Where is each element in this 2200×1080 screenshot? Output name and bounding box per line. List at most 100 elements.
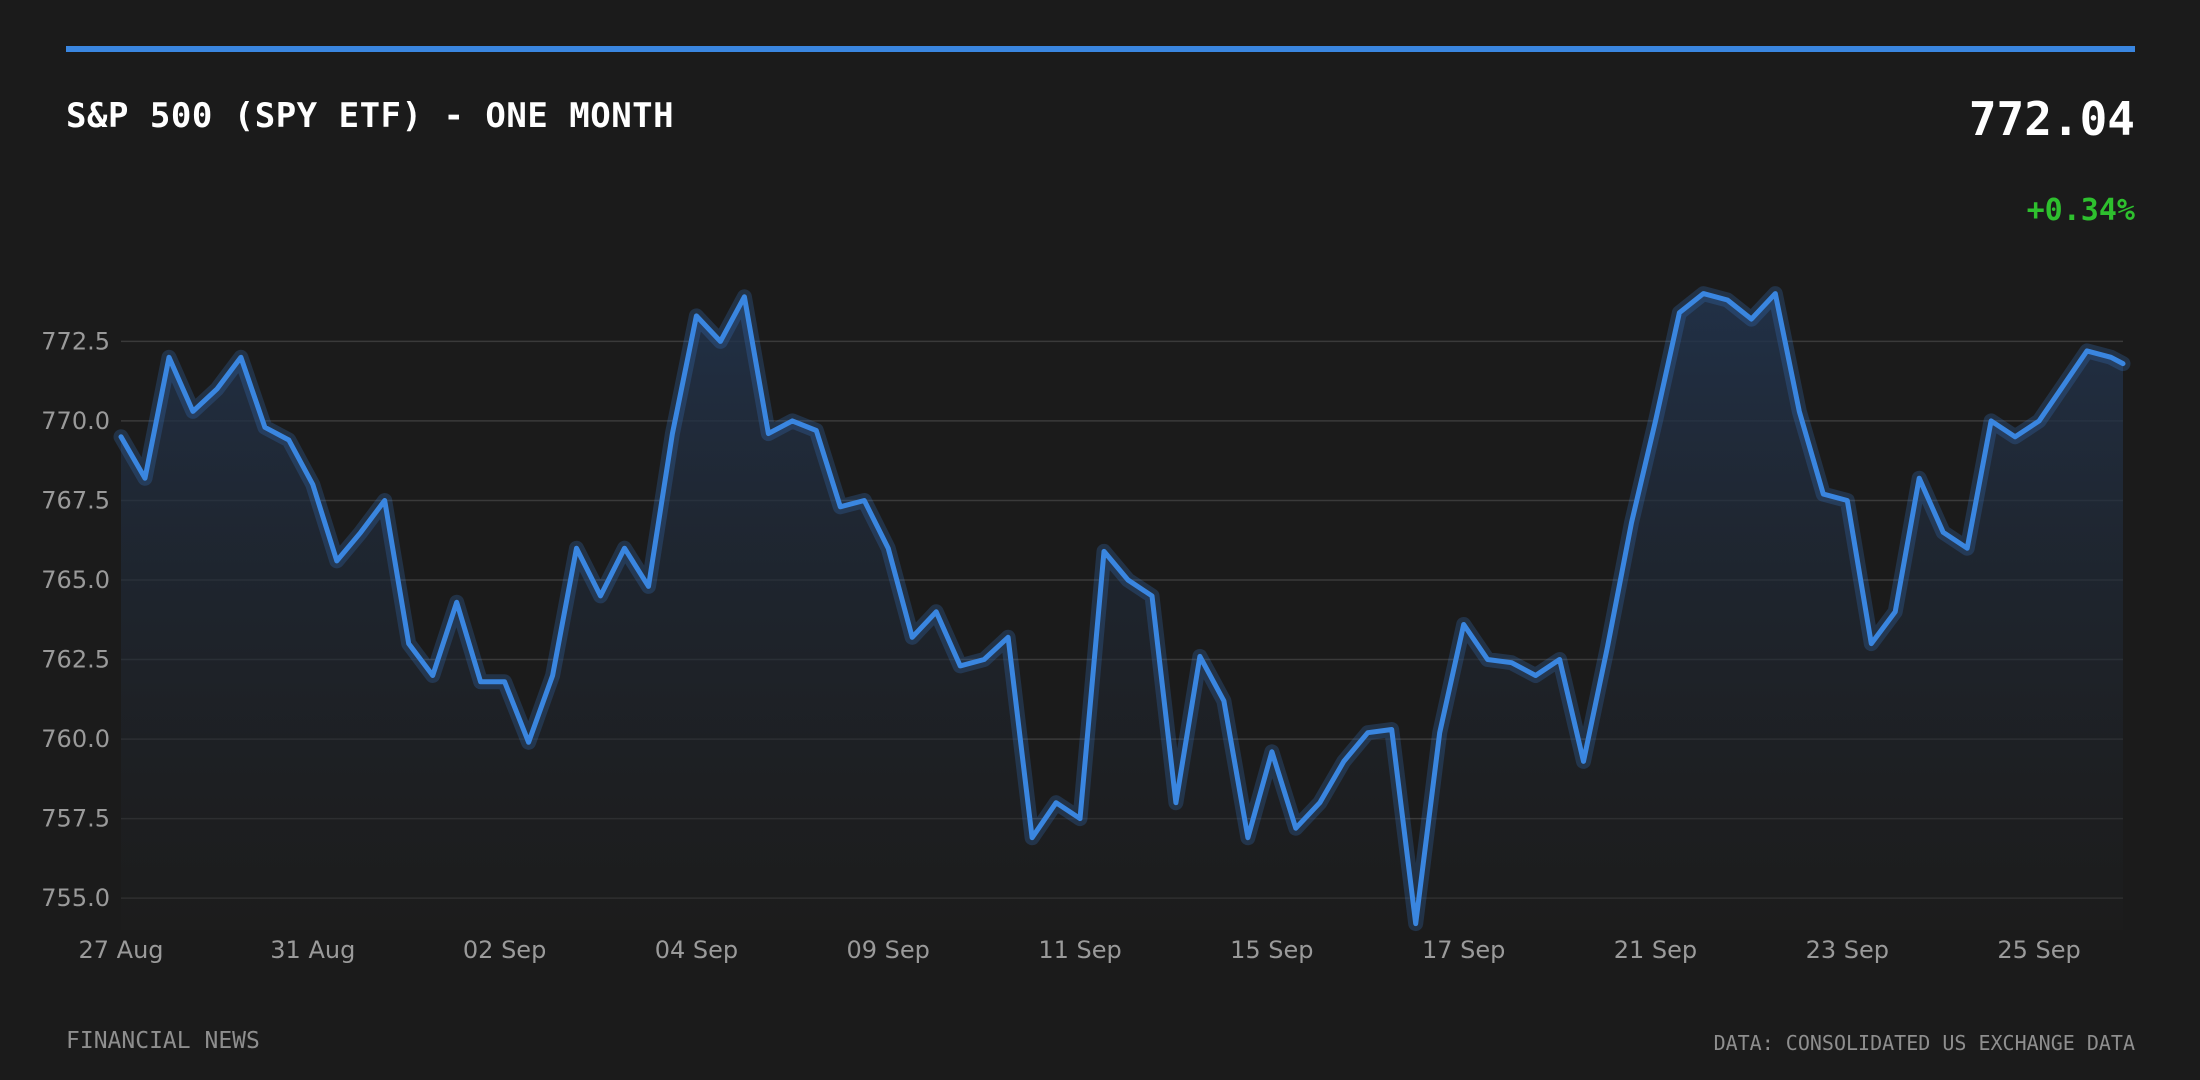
- price-point: [646, 584, 651, 589]
- price-point: [430, 673, 435, 678]
- price-point: [2109, 355, 2113, 360]
- price-point: [167, 355, 171, 360]
- price-point: [1221, 698, 1226, 703]
- price-point: [598, 593, 603, 598]
- x-tick-label: 17 Sep: [1422, 936, 1505, 964]
- y-tick-label: 765.0: [41, 566, 110, 594]
- price-point: [1677, 310, 1682, 315]
- price-point: [1701, 291, 1706, 296]
- price-point: [814, 428, 819, 433]
- price-point: [718, 339, 723, 344]
- price-point: [1102, 549, 1106, 554]
- price-area-fill: [121, 293, 2123, 931]
- x-tick-label: 25 Sep: [1997, 936, 2080, 964]
- price-point: [2121, 361, 2125, 366]
- price-point: [2013, 434, 2018, 439]
- price-point: [1317, 800, 1322, 805]
- accent-bar: [66, 46, 2135, 52]
- price-point: [1893, 609, 1898, 614]
- price-point: [742, 294, 747, 299]
- price-point: [526, 740, 531, 745]
- price-point: [358, 530, 363, 535]
- y-axis-ticks: 755.0 757.5 760.0 762.5 765.0 767.5 770.0 772.5: [41, 327, 110, 912]
- price-point: [958, 663, 963, 668]
- price-point: [1917, 476, 1922, 481]
- price-point: [478, 679, 483, 684]
- price-point: [2037, 418, 2042, 423]
- price-point: [766, 431, 771, 436]
- price-point: [1845, 498, 1850, 503]
- price-point: [310, 482, 315, 487]
- price-point: [1365, 730, 1370, 735]
- source-credit: FINANCIAL NEWS: [66, 1028, 260, 1054]
- price-point: [1293, 826, 1298, 831]
- data-credit: DATA: CONSOLIDATED US EXCHANGE DATA: [1713, 1031, 2135, 1055]
- price-point: [982, 657, 987, 662]
- price-point: [910, 635, 915, 640]
- price-point: [502, 679, 507, 684]
- y-tick-label: 762.5: [41, 646, 110, 674]
- price-point: [574, 546, 579, 551]
- x-tick-label: 09 Sep: [847, 936, 930, 964]
- price-point: [262, 425, 267, 430]
- price-point: [1797, 409, 1802, 414]
- price-point: [1509, 660, 1514, 665]
- price-point: [190, 409, 195, 414]
- price-point: [1989, 418, 1994, 423]
- price-point: [1557, 657, 1562, 662]
- y-tick-label: 757.5: [41, 805, 110, 833]
- price-point: [454, 600, 459, 605]
- current-price: 772.04: [1968, 92, 2135, 146]
- x-tick-label: 21 Sep: [1614, 936, 1697, 964]
- price-point: [119, 434, 123, 439]
- price-point: [406, 641, 411, 646]
- y-tick-label: 772.5: [41, 327, 110, 355]
- price-point: [1197, 654, 1202, 659]
- price-point: [1725, 298, 1730, 302]
- price-point: [1150, 593, 1154, 598]
- x-tick-label: 11 Sep: [1038, 936, 1121, 964]
- price-point: [1126, 578, 1130, 582]
- price-point: [694, 313, 699, 318]
- price-point: [382, 498, 387, 503]
- price-point: [2085, 348, 2089, 353]
- price-point: [790, 418, 795, 423]
- x-tick-label: 04 Sep: [655, 936, 738, 964]
- price-point: [1030, 835, 1035, 840]
- price-point: [1869, 641, 1874, 646]
- price-point: [670, 431, 675, 436]
- series-layer: [113, 286, 2131, 932]
- price-point: [2061, 383, 2066, 388]
- price-point: [1269, 749, 1274, 754]
- price-point: [1629, 520, 1634, 525]
- price-point: [143, 476, 147, 481]
- x-tick-label: 02 Sep: [463, 936, 546, 964]
- x-axis-ticks: 27 Aug 31 Aug 02 Sep 04 Sep 09 Sep 11 Sep 15 S…: [78, 936, 2080, 964]
- price-point: [1413, 921, 1418, 926]
- price-point: [862, 498, 867, 503]
- price-point: [286, 438, 291, 442]
- price-point: [838, 504, 843, 509]
- chart-title: S&P 500 (SPY ETF) - ONE MONTH: [66, 96, 675, 136]
- y-tick-label: 755.0: [41, 884, 110, 912]
- x-tick-label: 31 Aug: [270, 936, 355, 964]
- price-point: [1078, 816, 1082, 821]
- price-point: [1006, 635, 1011, 640]
- price-point: [214, 387, 219, 392]
- price-point: [1173, 800, 1178, 805]
- price-point: [1605, 644, 1610, 649]
- x-tick-label: 15 Sep: [1230, 936, 1313, 964]
- price-point: [1533, 673, 1538, 678]
- price-change: +0.34%: [2026, 193, 2135, 228]
- price-point: [1821, 492, 1826, 497]
- price-point: [934, 609, 939, 614]
- price-point: [1437, 730, 1442, 735]
- x-tick-label: 23 Sep: [1806, 936, 1889, 964]
- price-point: [1389, 727, 1394, 732]
- y-tick-label: 760.0: [41, 725, 110, 753]
- price-point: [1749, 317, 1754, 322]
- price-point: [1581, 759, 1586, 764]
- price-point: [1245, 835, 1250, 840]
- y-tick-label: 767.5: [41, 486, 110, 514]
